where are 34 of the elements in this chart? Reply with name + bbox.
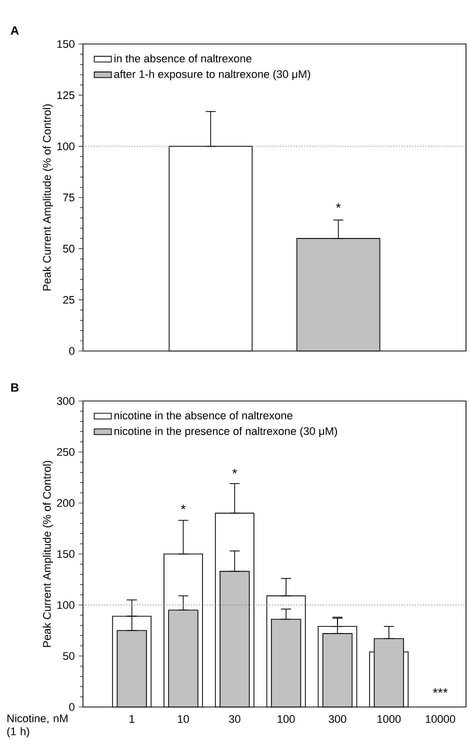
x-tick-label: 300 xyxy=(328,715,346,723)
annotation: * xyxy=(180,504,186,510)
y-tick-label: 150 xyxy=(57,550,74,558)
x-tick-label: 100 xyxy=(278,715,295,723)
y-tick-label: 50 xyxy=(63,652,74,660)
legend-label: nicotine in the presence of naltrexone (30 μM) xyxy=(114,426,338,438)
annotation: * xyxy=(232,468,237,474)
y-tick-label: 200 xyxy=(57,499,74,507)
x-tick-label: 30 xyxy=(228,715,240,723)
y-tick-label: 50 xyxy=(63,244,74,253)
chart-title: B xyxy=(11,383,19,392)
annotation: *** xyxy=(432,688,448,693)
y-axis-title: Peak Current Amplitude (% of Control) xyxy=(42,104,53,290)
y-axis-title: Peak Current Amplitude (% of Control) xyxy=(42,460,53,647)
y-tick-label: 100 xyxy=(57,142,74,150)
y-tick-label: 150 xyxy=(57,40,74,48)
chart-title: A xyxy=(10,26,19,35)
legend-label: in the absence of naltrexone xyxy=(114,54,252,62)
y-tick-label: 0 xyxy=(69,347,74,355)
x-tick-label: 1000 xyxy=(377,715,401,723)
y-tick-label: 0 xyxy=(69,703,74,711)
x-axis-title: Nicotine, nM (1 h) xyxy=(7,714,68,738)
y-tick-label: 25 xyxy=(63,296,74,304)
x-tick-label: 1 xyxy=(130,715,134,723)
legend-label: nicotine in the absence of naltrexone xyxy=(114,411,292,420)
annotation: * xyxy=(336,203,341,208)
y-tick-label: 250 xyxy=(57,448,74,456)
y-tick-label: 300 xyxy=(56,397,74,405)
x-tick-label: 10 xyxy=(178,715,189,723)
y-tick-label: 75 xyxy=(63,194,74,202)
y-tick-label: 100 xyxy=(57,601,74,609)
legend-label: after 1-h exposure to naltrexone (30 μM) xyxy=(114,70,310,80)
y-tick-label: 125 xyxy=(57,91,74,100)
x-tick-label: 10000 xyxy=(426,715,456,723)
